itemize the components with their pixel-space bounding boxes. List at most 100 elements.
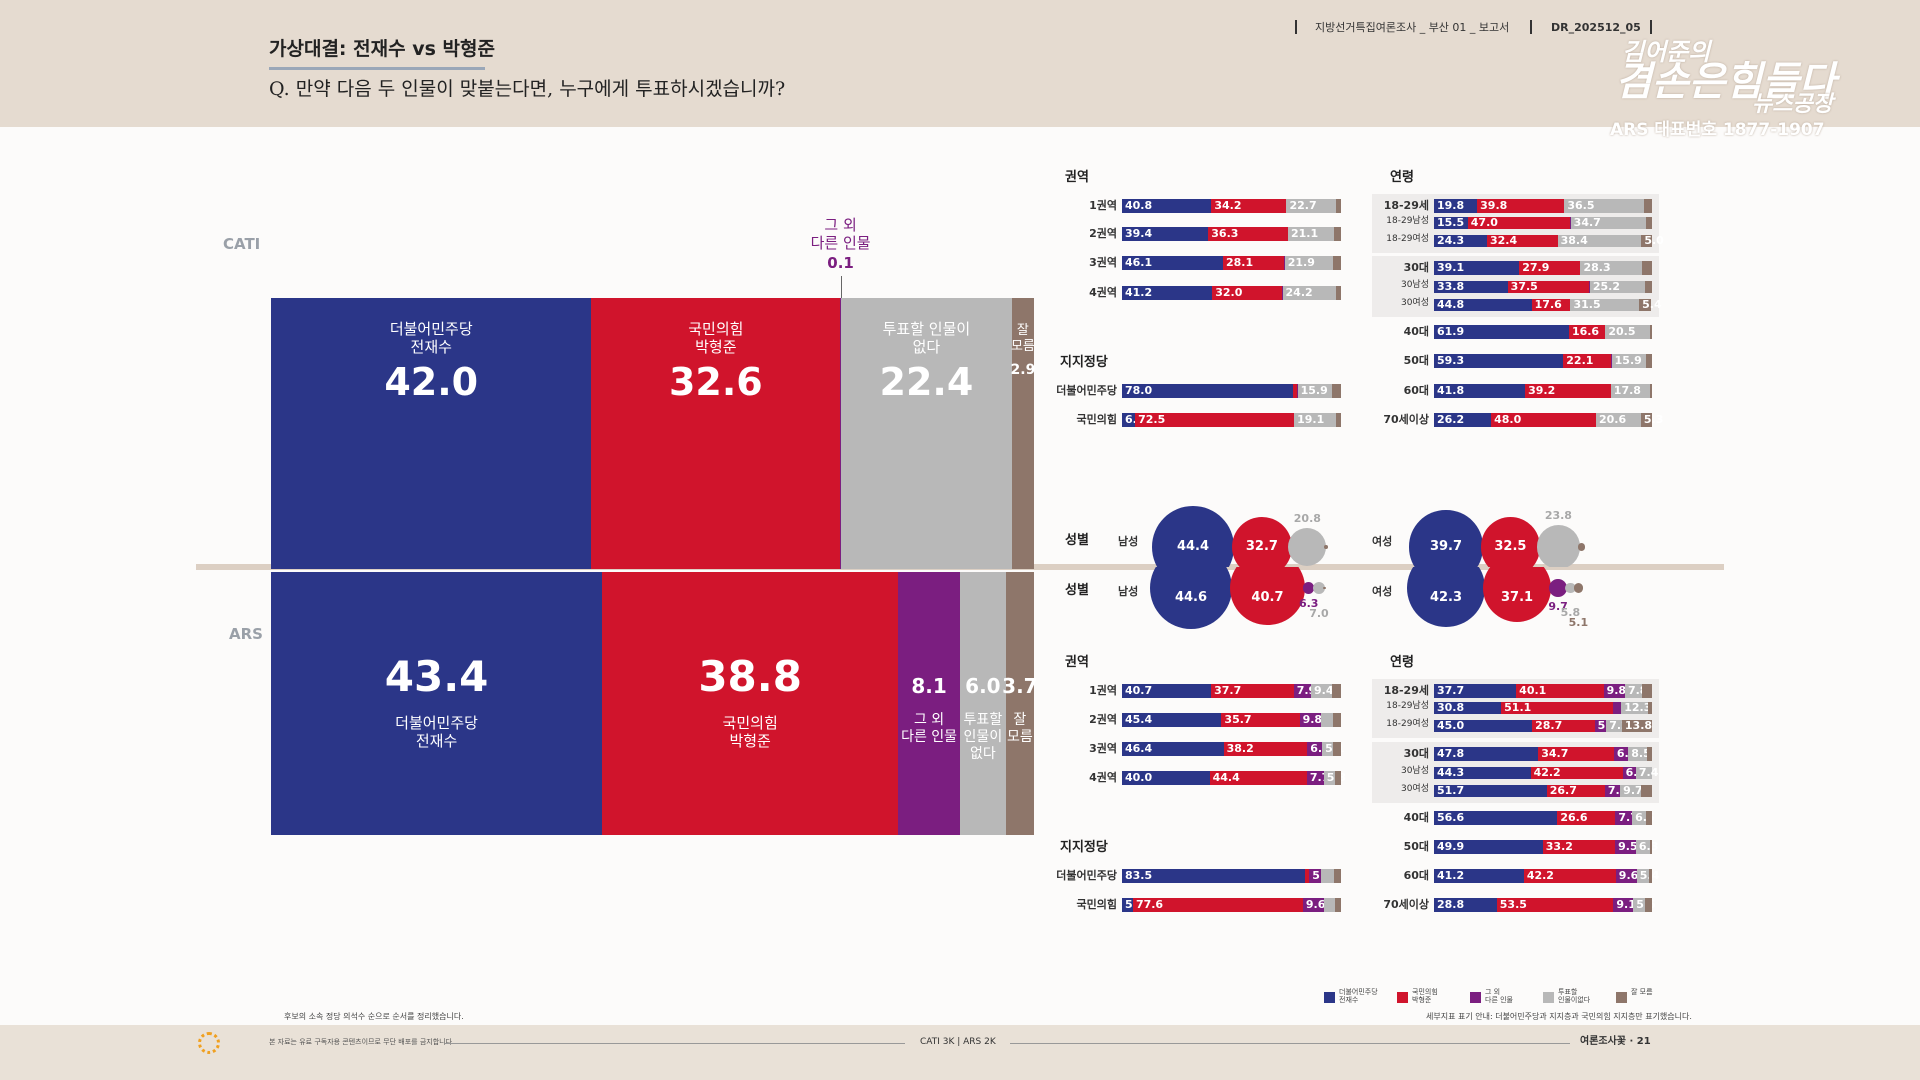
value-label: 42.0 — [384, 360, 479, 404]
value-label: 5.1 — [1568, 615, 1589, 629]
value-label: 24.2 — [1285, 286, 1313, 299]
legend-swatch — [1397, 992, 1408, 1003]
bar-segment — [591, 298, 841, 569]
bar-segment — [1646, 811, 1652, 825]
bar-segment — [1611, 354, 1647, 368]
value-label: 38.4 — [1560, 234, 1588, 247]
bar-segment — [1122, 684, 1212, 698]
section-title: 연령 — [1390, 170, 1414, 185]
section-title: 권역 — [1065, 655, 1089, 670]
bar-segment — [1434, 235, 1487, 247]
value-label: 45.4 — [1125, 713, 1153, 726]
survey-label: CATI — [223, 235, 261, 253]
value-label: 78.0 — [1125, 384, 1153, 397]
bubble — [1152, 506, 1234, 567]
value-label: 72.5 — [1138, 413, 1166, 426]
value-label: 36.5 — [1567, 199, 1595, 212]
bar-segment — [1292, 384, 1298, 398]
bar-segment — [1122, 898, 1133, 912]
row-label: 2권역 — [1089, 227, 1117, 240]
footer-rule — [1010, 1043, 1570, 1044]
group-label: 여성 — [1372, 585, 1393, 598]
row-label: 18-29세 — [1383, 684, 1429, 697]
value-label: 5.3 — [1643, 413, 1664, 426]
value-label: 41.8 — [1437, 384, 1465, 397]
row-label: 1권역 — [1089, 199, 1117, 212]
row-label: 더불어민주당 — [1056, 869, 1117, 882]
value-label: 40.8 — [1125, 199, 1153, 212]
bar-segment — [1284, 256, 1333, 270]
value-label: 39.4 — [1125, 227, 1153, 240]
bar-segment — [1434, 747, 1539, 761]
value-label: 7.0 — [1309, 607, 1329, 621]
value-label: 28.7 — [1535, 719, 1563, 732]
row-label: 30여성 — [1400, 784, 1429, 794]
row-label: 더불어민주당 — [1056, 384, 1117, 397]
bar-segment — [1333, 869, 1341, 883]
bar-segment — [1333, 713, 1341, 727]
bar-segment — [1501, 702, 1613, 714]
value-label: 40.0 — [1125, 771, 1153, 784]
bar-segment — [1615, 811, 1633, 825]
bar-segment — [1642, 261, 1652, 275]
value-label: 37.7 — [1437, 684, 1465, 697]
row-label: 30남성 — [1400, 766, 1429, 776]
value-label: 16.6 — [1571, 325, 1600, 338]
group-label: 남성 — [1118, 585, 1139, 598]
row-label: 30대 — [1403, 747, 1429, 760]
row-label: 50대 — [1403, 354, 1429, 367]
value-label: 8.1 — [911, 674, 947, 698]
bar-segment — [1570, 217, 1647, 229]
bubble — [1573, 583, 1584, 593]
value-label: 46.1 — [1125, 256, 1153, 269]
value-label: 44.3 — [1437, 766, 1465, 779]
value-label: 43.4 — [384, 652, 489, 701]
category-label: 국민의힘 박형준 — [688, 320, 744, 356]
bar-segment — [1288, 227, 1335, 241]
bar-segment — [1589, 281, 1645, 293]
value-label: 6.3 — [1639, 840, 1659, 853]
value-label: 26.7 — [1549, 784, 1577, 797]
bar-segment — [1633, 898, 1646, 912]
bar-segment — [1641, 235, 1653, 247]
value-label: 5.4 — [1642, 298, 1662, 311]
bar-segment — [1335, 413, 1341, 427]
value-label: 44.8 — [1437, 298, 1465, 311]
bar-segment — [1333, 742, 1341, 756]
bubble — [1482, 567, 1552, 623]
value-label: 45.0 — [1437, 719, 1465, 732]
value-label: 34.7 — [1541, 747, 1569, 760]
row-label: 30여성 — [1400, 298, 1429, 308]
bar-segment — [1320, 869, 1334, 883]
bar-segment — [1538, 747, 1614, 761]
value-label: 49.9 — [1437, 840, 1465, 853]
bar-segment — [1516, 684, 1604, 698]
value-label: 5.0 — [1644, 234, 1664, 247]
legend-swatch — [1616, 992, 1627, 1003]
bar-segment — [1636, 869, 1649, 883]
value-label: 34.7 — [1573, 216, 1601, 229]
category-label: 투표할 인물이 없다 — [882, 320, 971, 356]
bar-segment — [1321, 713, 1334, 727]
group-label: 남성 — [1118, 535, 1139, 548]
bar-segment — [1434, 325, 1569, 339]
bar-segment — [1309, 869, 1321, 883]
value-label: 8.5 — [1631, 747, 1651, 760]
bar-segment — [1615, 869, 1637, 883]
row-label: 60대 — [1403, 869, 1429, 882]
bar-segment — [1649, 840, 1652, 854]
bar-segment — [1635, 840, 1650, 854]
bar-segment — [1293, 684, 1311, 698]
bar-segment — [1434, 261, 1520, 275]
bar-segment — [1531, 299, 1571, 311]
value-label: 32.6 — [668, 360, 763, 404]
bubble — [1549, 579, 1568, 597]
bubble — [1409, 510, 1483, 567]
bar-segment — [1563, 354, 1612, 368]
bar-segment — [1434, 413, 1492, 427]
value-label: 7.4 — [1638, 766, 1659, 779]
value-label: 21.9 — [1287, 256, 1315, 269]
bar-segment — [1477, 199, 1564, 213]
value-label: 33.8 — [1437, 280, 1465, 293]
report-code: DR_202512_05 — [1551, 21, 1641, 34]
